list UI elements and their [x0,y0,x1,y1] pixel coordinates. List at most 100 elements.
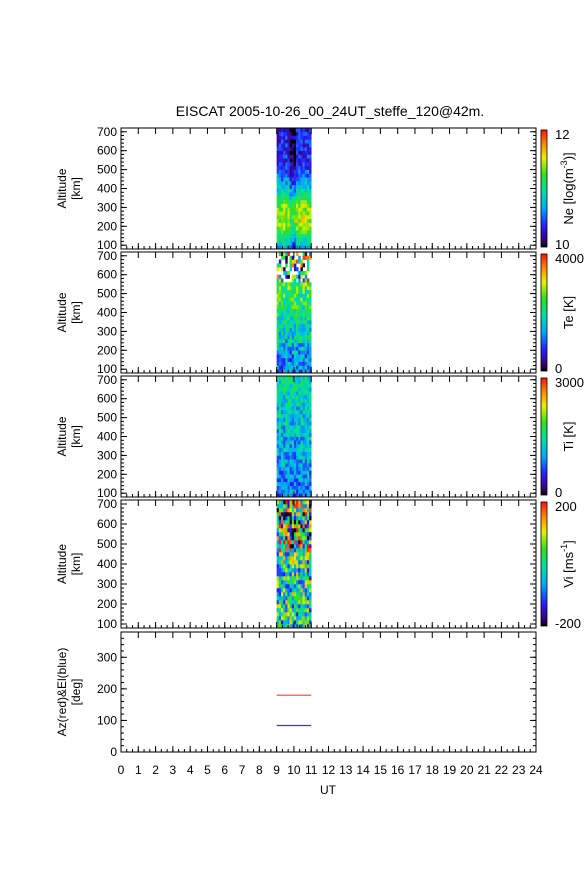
heatmap-cell [304,528,308,533]
panel-frame [120,499,537,629]
heatmap-cell [298,218,301,223]
heatmap-cell [285,173,288,178]
heatmap-cell [276,357,280,362]
heatmap-cell [291,485,295,490]
heatmap-cell [293,394,297,399]
heatmap-cell [302,528,306,533]
heatmap-cell [306,493,310,497]
heatmap-cell [276,528,280,533]
heatmap-cell [276,146,280,151]
heatmap-cell [293,259,297,264]
heatmap-cell [304,180,308,186]
heatmap-cell [296,301,299,306]
colorbar [540,129,548,248]
heatmap-cell [283,489,286,494]
heatmap-cell [302,588,306,593]
heatmap-cell [287,346,290,351]
heatmap-cell [289,169,293,174]
heatmap-cell [306,233,310,238]
heatmap-cell [302,413,306,418]
heatmap-cell [287,203,290,208]
heatmap-cell [306,255,310,260]
heatmap-cell [283,320,286,325]
heatmap-cell [283,436,286,441]
heatmap-cell [304,128,308,133]
heatmap-cell [298,516,301,521]
heatmap-cell [298,552,301,557]
heatmap-cell [278,624,282,628]
heatmap-cell [276,207,280,212]
heatmap-cell [302,188,306,193]
heatmap-cell [285,596,288,601]
heatmap-cell [304,421,308,426]
heatmap-cell [278,528,282,533]
heatmap-cell [285,528,288,533]
heatmap-cell [289,568,293,573]
heatmap-cell [293,207,297,212]
heatmap-cell [309,196,312,201]
heatmap-cell [283,338,286,344]
heatmap-cell [283,421,286,426]
heatmap-cell [304,406,308,411]
heatmap-cell [289,158,293,163]
heatmap-cell [289,316,293,321]
heatmap-cell [304,584,308,589]
heatmap-cell [293,462,297,468]
heatmap-cell [289,162,293,167]
heatmap-cell [306,357,310,362]
heatmap-cell [291,425,295,430]
x-tick-label: 21 [477,763,491,777]
heatmap-cell [280,447,284,452]
heatmap-cell [280,365,284,370]
colorbar-min-label: 0 [555,485,562,500]
heatmap-cell [285,237,288,242]
heatmap-cell [296,289,299,294]
heatmap-cell [287,432,290,437]
heatmap-cell [296,169,299,174]
heatmap-cell [278,588,282,593]
heatmap-cell [300,474,303,479]
heatmap-cell [287,226,290,231]
heatmap-cell [278,308,282,313]
heatmap-cell [285,462,288,468]
heatmap-cell [300,508,303,513]
colorbar-label: Ne [log(m-3)] [559,152,576,224]
y-tick-label: 100 [97,362,117,376]
heatmap-cell [302,481,306,486]
heatmap-cell [280,180,284,186]
heatmap-cell [302,455,306,460]
y-tick-label: 300 [97,650,117,664]
heatmap-cell [304,383,308,388]
heatmap-cell [280,440,284,445]
heatmap-cell [285,455,288,460]
heatmap-cell [287,620,290,625]
heatmap-cell [298,214,301,220]
heatmap-cell [304,410,308,415]
y-axis-label-line: Altitude [55,292,69,332]
heatmap-cell [287,592,290,597]
heatmap-cell [287,580,290,585]
heatmap-cell [309,316,312,321]
heatmap-cell [283,516,286,521]
heatmap-cell [289,440,293,445]
heatmap-cell [302,369,306,373]
heatmap-cell [304,177,308,182]
heatmap-cell [293,158,297,163]
heatmap-cell [293,568,297,573]
heatmap-cell [287,455,290,460]
heatmap-cell [285,365,288,370]
heatmap-cell [283,270,286,275]
x-tick-label: 4 [187,763,194,777]
heatmap-cell [296,165,299,170]
heatmap-cell [285,540,288,545]
heatmap-cell [293,493,297,497]
heatmap-cell [309,162,312,167]
heatmap-cell [300,350,303,355]
heatmap-cell [287,154,290,159]
heatmap-cell [287,383,290,388]
heatmap-cell [293,226,297,231]
heatmap-cell [306,259,310,264]
heatmap-cell [304,297,308,302]
heatmap-cell [291,421,295,426]
heatmap-cell [278,338,282,344]
